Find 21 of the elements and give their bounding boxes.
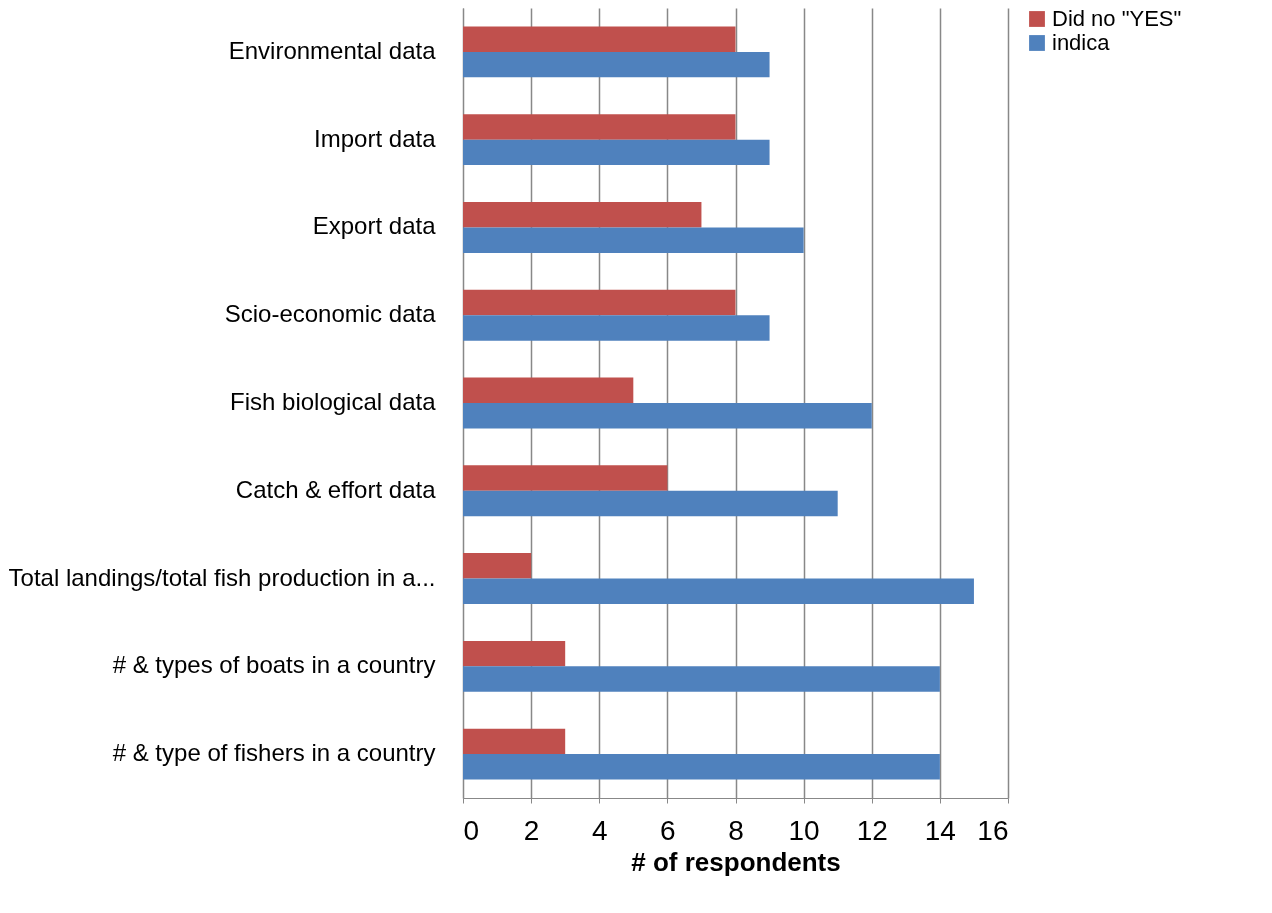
x-tick-label: 6 <box>660 814 676 846</box>
x-tick-label: 10 <box>788 814 820 846</box>
legend-label: Did no "YES" <box>1052 6 1182 31</box>
y-tick-label: Export data <box>312 212 437 240</box>
x-tick-label: 8 <box>728 814 744 846</box>
x-axis-title: # of respondents <box>631 846 841 877</box>
x-tick-label: 2 <box>523 814 540 846</box>
y-tick-label: Import data <box>314 124 437 152</box>
x-tick-label: 0 <box>463 814 480 846</box>
x-tick-label: 14 <box>924 814 956 846</box>
legend-label: indica <box>1052 30 1111 55</box>
y-tick-label: Total landings/total fish production in a... <box>8 563 436 591</box>
y-tick-label: Catch & effort data <box>235 475 437 503</box>
x-tick-label: 16 <box>977 814 1009 846</box>
y-tick-label: Scio-economic data <box>224 300 437 328</box>
x-tick-label: 4 <box>591 814 608 846</box>
y-tick-label: # & type of fishers in a country <box>112 739 436 767</box>
x-tick-label: 12 <box>856 814 888 846</box>
y-tick-label: Fish biological data <box>230 388 437 415</box>
y-tick-label: Environmental data <box>228 36 437 64</box>
y-tick-label: # & types of boats in a country <box>112 651 436 679</box>
